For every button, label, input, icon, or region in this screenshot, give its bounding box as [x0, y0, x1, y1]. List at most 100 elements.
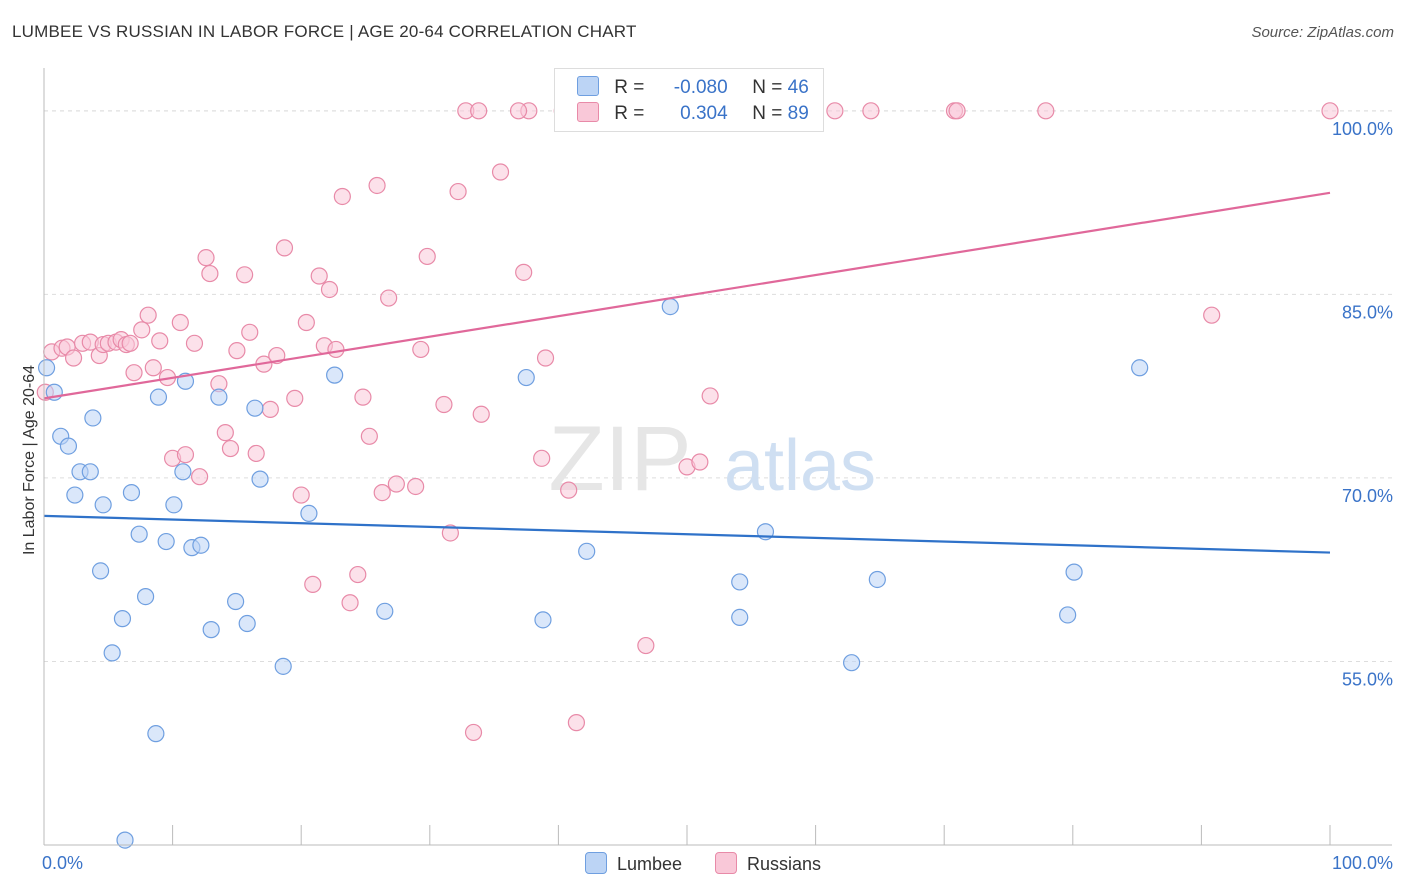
lumbee-point [210, 388, 228, 406]
lumbee-point [300, 504, 318, 522]
y-tick-label: 100.0% [1332, 119, 1393, 139]
y-tick-label: 55.0% [1342, 669, 1393, 689]
russians-point [560, 481, 578, 499]
lumbee-point [238, 614, 256, 633]
watermark-atlas: atlas [724, 426, 876, 506]
russians-point [407, 477, 425, 496]
russians-point [201, 264, 219, 283]
r-value-russians: 0.304 [680, 103, 728, 124]
russians-point [185, 334, 204, 352]
russians-point [171, 313, 189, 332]
legend-row-russians: R = 0.304 N = 89 [577, 102, 809, 126]
lumbee-trend-line [43, 514, 1331, 554]
russians-point [380, 289, 398, 307]
russians-point [320, 280, 339, 299]
russians-point [373, 483, 391, 502]
russians-point [637, 636, 655, 655]
russians-point [275, 239, 294, 257]
legend-item-lumbee[interactable]: Lumbee [584, 852, 682, 875]
lumbee-point [843, 654, 861, 672]
lumbee-point [517, 368, 535, 387]
lumbee-point [147, 725, 165, 743]
russians-point [151, 332, 169, 350]
russians-point [1321, 102, 1339, 120]
russians-point [144, 359, 162, 377]
axis-layer: 55.0% 70.0% 85.0% 100.0% 0.0% 100.0% [42, 68, 1393, 873]
lumbee-point [122, 483, 141, 502]
lumbee-point [174, 463, 192, 481]
russians-point [515, 263, 533, 281]
lumbee-point [1065, 563, 1083, 581]
lumbee-point [130, 525, 148, 543]
lumbee-point [103, 644, 121, 662]
lumbee-point [59, 437, 78, 455]
legend-item-russians[interactable]: Russians [715, 852, 821, 875]
lumbee-point [868, 570, 886, 589]
lumbee-point [731, 608, 749, 627]
russians-point [418, 247, 436, 266]
russians-point [536, 349, 555, 367]
russians-point [191, 468, 209, 486]
lumbee-swatch [584, 852, 607, 874]
russians-point [197, 249, 215, 267]
lumbee-point [246, 399, 264, 417]
russians-point [333, 187, 351, 206]
r-label: R = [614, 77, 645, 98]
russians-point [297, 313, 315, 332]
russians-point [862, 102, 880, 120]
russians-point [826, 102, 844, 120]
russians-point [241, 323, 259, 341]
trend-layer [43, 191, 1331, 554]
russians-point [327, 340, 345, 359]
lumbee-point [149, 388, 168, 406]
russians-point [310, 267, 328, 285]
lumbee-point [91, 562, 110, 580]
russians-point [304, 575, 322, 593]
n-label: N = [752, 77, 783, 98]
lumbee-point [113, 610, 132, 628]
n-value-lumbee: 46 [787, 77, 809, 98]
r-value-lumbee: -0.080 [673, 77, 728, 98]
lumbee-point [81, 463, 99, 481]
lumbee-point [116, 831, 134, 849]
n-value-russians: 89 [787, 103, 809, 124]
russians-point [216, 424, 234, 442]
russians-point [441, 524, 459, 542]
x-tick-label: 0.0% [42, 853, 83, 873]
lumbee-point [578, 542, 596, 560]
russians-point [349, 565, 367, 584]
russians-point [948, 102, 966, 120]
russians-point [125, 364, 143, 382]
lumbee-point [326, 366, 344, 384]
legend-row-lumbee: R = -0.080 N = 46 [577, 76, 809, 100]
russians-point [509, 102, 528, 120]
russians-point [292, 486, 310, 504]
russians-point [368, 176, 386, 195]
russians-point [139, 306, 157, 324]
stats-legend: R = -0.080 N = 46 R = 0.304 N = 89 [554, 68, 824, 132]
russians-point [1037, 102, 1055, 120]
lumbee-point [227, 592, 245, 611]
watermark: ZIP atlas [548, 408, 876, 510]
lumbee-point [202, 621, 220, 639]
lumbee-point [731, 573, 749, 591]
russians-trend-line [43, 191, 1331, 400]
lumbee-point [274, 657, 292, 675]
chart-title: LUMBEE VS RUSSIAN IN LABOR FORCE | AGE 2… [12, 22, 637, 41]
russians-swatch [577, 102, 599, 122]
lumbee-point [661, 298, 679, 316]
russians-point [691, 453, 709, 471]
russians-point [412, 340, 430, 359]
russians-point [228, 342, 246, 360]
lumbee-point [136, 588, 155, 606]
russians-point [176, 446, 195, 464]
lumbee-point [66, 486, 84, 504]
y-tick-label: 70.0% [1342, 486, 1393, 506]
series-legend: Lumbee Russians [0, 852, 1406, 875]
russians-point [1203, 306, 1221, 324]
russians-point [121, 334, 139, 352]
russians-point [261, 400, 279, 418]
y-tick-label: 85.0% [1342, 302, 1393, 322]
russians-point [464, 723, 483, 742]
russians-point [247, 444, 265, 463]
